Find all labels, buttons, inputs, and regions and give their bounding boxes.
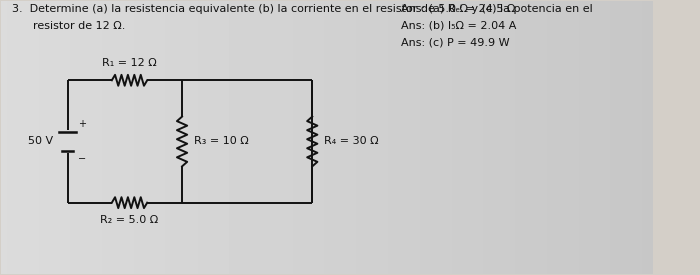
Text: R₄ = 30 Ω: R₄ = 30 Ω (324, 136, 379, 147)
Text: R₃ = 10 Ω: R₃ = 10 Ω (194, 136, 249, 147)
Text: +: + (78, 119, 86, 128)
Text: Ans: (a) Rₑⁱ = 24.5 Ω: Ans: (a) Rₑⁱ = 24.5 Ω (400, 4, 515, 14)
Text: Ans: (b) I₅Ω = 2.04 A: Ans: (b) I₅Ω = 2.04 A (400, 21, 516, 31)
Text: −: − (78, 155, 86, 164)
Text: R₁ = 12 Ω: R₁ = 12 Ω (102, 58, 157, 68)
Text: R₂ = 5.0 Ω: R₂ = 5.0 Ω (100, 214, 159, 225)
Text: 50 V: 50 V (28, 136, 52, 147)
Text: 3.  Determine (a) la resistencia equivalente (b) la corriente en el resistor de : 3. Determine (a) la resistencia equivale… (12, 4, 593, 14)
Text: resistor de 12 Ω.: resistor de 12 Ω. (12, 21, 125, 31)
Text: Ans: (c) P = 49.9 W: Ans: (c) P = 49.9 W (400, 37, 510, 48)
